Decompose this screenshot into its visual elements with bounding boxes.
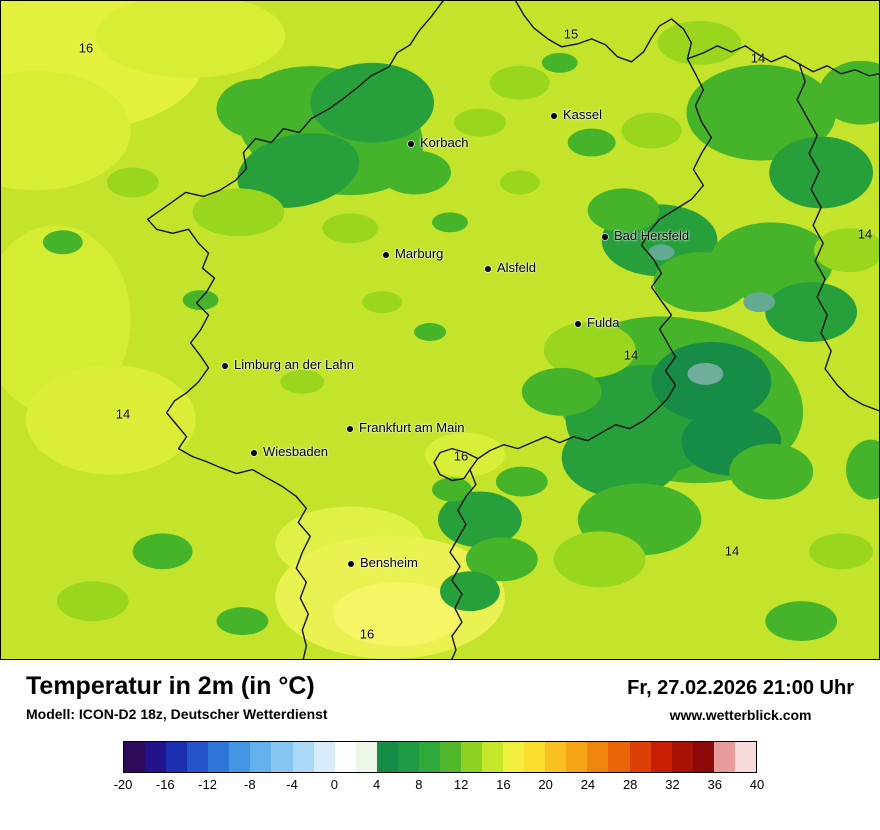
legend-color-cell: [208, 742, 230, 772]
legend-color-cell: [187, 742, 209, 772]
temp-value-label: 14: [724, 543, 740, 559]
city-dot: [408, 141, 414, 147]
state-borders: [146, 1, 879, 659]
map-area: 16 15 14 14 14 14 16 14 16 Kassel Korbach Bad Hers…: [0, 0, 880, 660]
city-label: Bad Hersfeld: [614, 228, 690, 243]
legend-tick-label: 0: [330, 777, 338, 792]
legend-color-cell: [734, 742, 756, 772]
city-dot: [383, 252, 389, 258]
warm-patches: [1, 1, 505, 659]
city-dot: [348, 561, 354, 567]
legend-tick-label: -4: [286, 777, 298, 792]
temp-value-label: 14: [115, 406, 131, 422]
temp-value-label: 14: [750, 50, 766, 66]
city-label: Bensheim: [360, 555, 418, 570]
city-dot: [485, 266, 491, 272]
temp-value-label: 14: [623, 347, 639, 363]
legend-color-cell: [124, 742, 146, 772]
legend-color-cell: [524, 742, 546, 772]
legend-color-cell: [334, 742, 356, 772]
legend-color-cell: [313, 742, 335, 772]
temp-value-label: 14: [857, 226, 873, 242]
map-title: Temperatur in 2m (in °C): [26, 672, 315, 700]
legend-color-cell: [587, 742, 609, 772]
legend-tick-label: 4: [372, 777, 381, 792]
legend-color-cell: [650, 742, 672, 772]
city-label: Alsfeld: [497, 260, 537, 275]
legend-tick-label: -8: [244, 777, 256, 792]
city-label: Frankfurt am Main: [359, 420, 465, 435]
legend-tick-label: 16: [496, 777, 511, 792]
footer-text-row: Temperatur in 2m (in °C) Modell: ICON-D2…: [0, 660, 880, 723]
legend-color-cell: [545, 742, 567, 772]
valid-datetime: Fr, 27.02.2026 21:00 Uhr: [627, 677, 854, 699]
temp-value-label: 15: [563, 26, 579, 42]
legend-color-cell: [376, 742, 398, 772]
city-dot: [602, 234, 608, 240]
footer-right: Fr, 27.02.2026 21:00 Uhr www.wetterblick…: [627, 672, 854, 723]
legend-tick-label: 8: [415, 777, 423, 792]
city-label: Wiesbaden: [263, 444, 329, 459]
city-dot: [347, 426, 353, 432]
legend-color-cell: [418, 742, 440, 772]
legend-color-cell: [439, 742, 461, 772]
legend-color-cell: [397, 742, 419, 772]
temp-value-label: 16: [453, 448, 469, 464]
legend-color-cell: [145, 742, 167, 772]
city-label: Kassel: [563, 107, 603, 122]
city-dot: [575, 321, 581, 327]
legend-tick-label: 12: [453, 777, 469, 792]
legend-color-cell: [671, 742, 693, 772]
legend-color-cell: [608, 742, 630, 772]
legend-color-cell: [166, 742, 188, 772]
legend-tick-label: -20: [113, 777, 133, 792]
city-dot: [551, 113, 557, 119]
legend-color-cell: [566, 742, 588, 772]
temperature-legend: -20 -16 -12 -8 -4 0 4 8 12 16 20 24 28 32 36 40: [114, 741, 765, 797]
legend-color-cell: [271, 742, 293, 772]
legend-tick-label: 24: [580, 777, 596, 792]
legend-color-cell: [713, 742, 735, 772]
city-dot: [222, 363, 228, 369]
legend-tick-label: 36: [707, 777, 722, 792]
city-dot: [251, 450, 257, 456]
temperature-field-svg: [1, 1, 879, 659]
website-url: www.wetterblick.com: [669, 707, 812, 723]
model-info: Modell: ICON-D2 18z, Deutscher Wetterdie…: [26, 705, 328, 722]
legend-tick-label: -12: [198, 777, 217, 792]
legend-color-cell: [292, 742, 314, 772]
city-label: Limburg an der Lahn: [234, 357, 354, 372]
legend-color-bar: [123, 741, 757, 773]
legend-color-cell: [692, 742, 714, 772]
legend-color-cell: [229, 742, 251, 772]
legend-tick-label: 40: [749, 777, 765, 792]
legend-color-cell: [629, 742, 651, 772]
city-label: Korbach: [420, 135, 469, 150]
legend-tick-label: 32: [665, 777, 680, 792]
legend-color-cell: [482, 742, 504, 772]
legend-color-cell: [503, 742, 525, 772]
temp-value-label: 16: [78, 40, 94, 56]
legend-tick-label: -16: [155, 777, 175, 792]
cool-patches: [42, 20, 879, 642]
city-markers-layer: Kassel Korbach Bad Hersfeld Marburg Alsfeld F…: [1, 1, 879, 659]
city-label: Marburg: [395, 246, 444, 261]
footer: Temperatur in 2m (in °C) Modell: ICON-D2…: [0, 660, 880, 830]
temp-value-label: 16: [359, 626, 375, 642]
legend-color-cell: [355, 742, 377, 772]
city-label: Fulda: [587, 315, 620, 330]
temperature-labels-layer: 16 15 14 14 14 14 16 14 16: [1, 1, 879, 659]
legend-color-cell: [250, 742, 272, 772]
legend-color-cell: [461, 742, 483, 772]
legend-tick-label: 28: [622, 777, 638, 792]
legend-tick-labels: -20 -16 -12 -8 -4 0 4 8 12 16 20 24 28 32 36 40: [114, 777, 765, 797]
footer-left: Temperatur in 2m (in °C) Modell: ICON-D2…: [26, 672, 328, 722]
legend-tick-label: 20: [538, 777, 553, 792]
